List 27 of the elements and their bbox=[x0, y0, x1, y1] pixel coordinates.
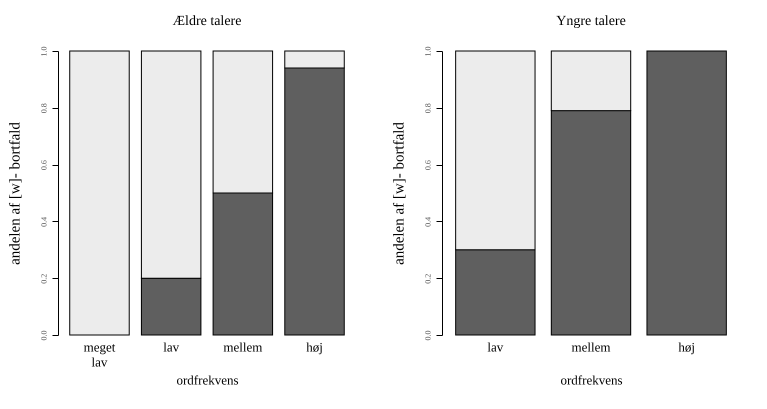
x-tick-label: lav bbox=[163, 340, 180, 354]
x-axis-title: ordfrekvens bbox=[560, 372, 623, 388]
y-tick-label: 0.8 bbox=[40, 103, 48, 114]
y-tick-label: 1.0 bbox=[424, 46, 432, 56]
x-tick-label: mellem bbox=[223, 340, 262, 354]
chart-title: Ældre talere bbox=[172, 14, 242, 29]
x-tick-label: meget lav bbox=[84, 340, 116, 370]
y-tick-label: 0.2 bbox=[424, 274, 432, 284]
y-axis-title: andelen af [w]- bortfald bbox=[8, 122, 24, 265]
y-tick-label: 0.4 bbox=[424, 216, 432, 227]
bar bbox=[646, 50, 727, 336]
y-tick-label: 1.0 bbox=[40, 46, 48, 56]
y-tick-label: 0.0 bbox=[424, 330, 432, 340]
x-tick-label: høj bbox=[306, 340, 323, 354]
x-tick-label: høj bbox=[678, 340, 695, 354]
chart-title: Yngre talere bbox=[556, 14, 626, 29]
y-axis-title: andelen af [w]- bortfald bbox=[392, 122, 408, 265]
x-tick-label: lav bbox=[487, 340, 504, 354]
y-tick-label: 0.6 bbox=[40, 160, 48, 170]
x-tick-label: mellem bbox=[572, 340, 610, 354]
y-tick-label: 0.0 bbox=[40, 330, 48, 340]
y-tick-label: 0.4 bbox=[40, 216, 48, 227]
y-tick-label: 0.6 bbox=[424, 160, 432, 170]
y-tick-label: 0.2 bbox=[40, 274, 48, 284]
bar bbox=[69, 50, 130, 336]
y-tick-label: 0.8 bbox=[424, 103, 432, 114]
x-axis-title: ordfrekvens bbox=[176, 372, 239, 388]
